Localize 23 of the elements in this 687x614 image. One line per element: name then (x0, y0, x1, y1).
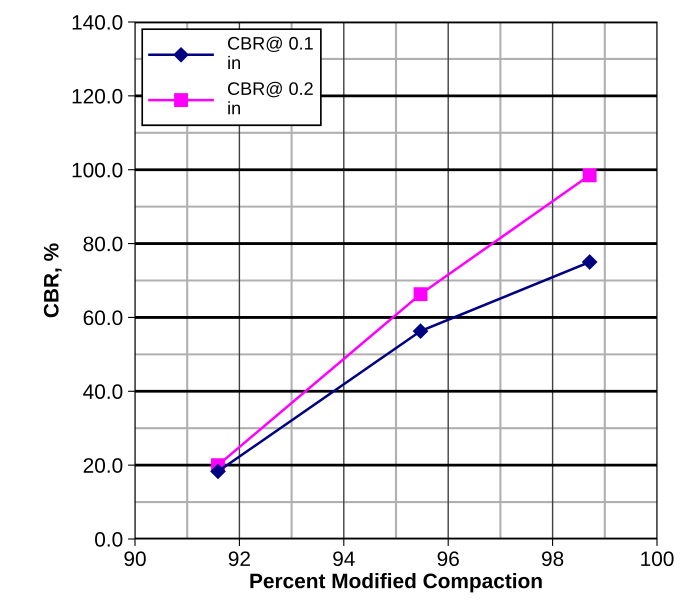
y-tick-label: 100.0 (72, 162, 122, 178)
y-tick-label: 80.0 (84, 236, 122, 252)
point (210, 464, 226, 479)
x-tick-label: 94 (333, 551, 355, 566)
y-tick-label: 20.0 (84, 458, 122, 473)
y-axis-title: CBR, % (44, 243, 62, 318)
x-tick-label: 90 (124, 551, 146, 566)
y-tick-label: 0.0 (95, 532, 122, 547)
point (582, 254, 598, 270)
point (414, 287, 428, 302)
y-tick-label: 60.0 (84, 310, 122, 326)
x-tick-label: 98 (542, 551, 564, 566)
y-tick-label: 120.0 (72, 88, 122, 104)
x-tick-label: 96 (438, 551, 459, 566)
legend-label: CBR@ 0.1 in (228, 36, 313, 69)
point (582, 168, 597, 182)
point (412, 324, 428, 339)
legend-label: CBR@ 0.2 in (228, 82, 313, 114)
x-tick-label: 100 (641, 551, 674, 566)
x-tick-label: 92 (228, 551, 250, 566)
y-tick-label: 140.0 (72, 15, 122, 30)
x-axis-title: Percent Modified Compaction (250, 573, 542, 592)
y-tick-label: 40.0 (83, 384, 122, 400)
